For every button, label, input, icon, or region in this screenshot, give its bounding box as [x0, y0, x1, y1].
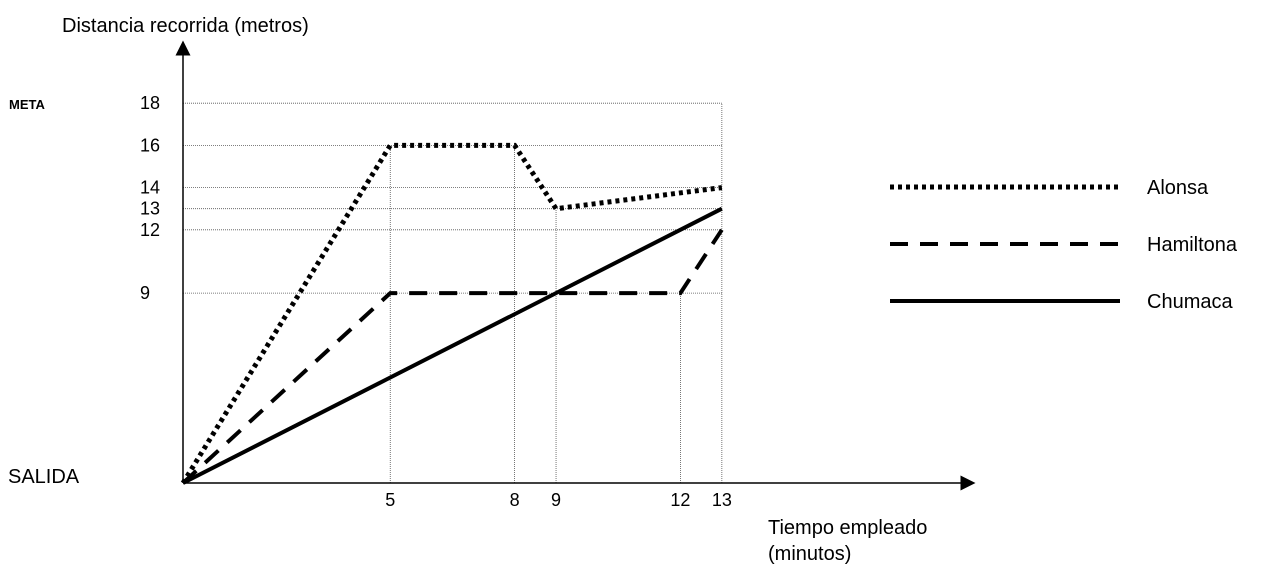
y-tick-label: 13 — [140, 199, 160, 219]
series-lines — [180, 142, 724, 485]
y-tick-label: 16 — [140, 135, 160, 155]
x-tick-label: 8 — [510, 490, 520, 510]
y-tick-label: 9 — [140, 283, 150, 303]
origin-label: SALIDA — [8, 466, 80, 488]
x-axis-label-line1: Tiempo empleado — [768, 517, 927, 539]
x-tick-label: 9 — [551, 490, 561, 510]
legend-label-chumaca: Chumaca — [1147, 291, 1233, 313]
y-axis-label: Distancia recorrida (metros) — [62, 15, 309, 37]
legend-label-hamiltona: Hamiltona — [1147, 234, 1238, 256]
goal-label: META — [9, 97, 45, 112]
legend-label-alonsa: Alonsa — [1147, 177, 1209, 199]
series-line-hamiltona — [181, 228, 724, 485]
y-tick-label: 14 — [140, 178, 160, 198]
x-tick-label: 5 — [385, 490, 395, 510]
y-tick-label: 18 — [140, 93, 160, 113]
series-line-chumaca — [182, 206, 723, 485]
axes — [175, 40, 976, 491]
x-axis-label-line2: (minutos) — [768, 543, 851, 565]
y-tick-label: 12 — [140, 220, 160, 240]
x-tick-label: 12 — [670, 490, 690, 510]
series-line-alonsa — [180, 142, 723, 485]
legend: Alonsa Hamiltona Chumaca — [890, 177, 1238, 313]
x-tick-label: 13 — [712, 490, 732, 510]
